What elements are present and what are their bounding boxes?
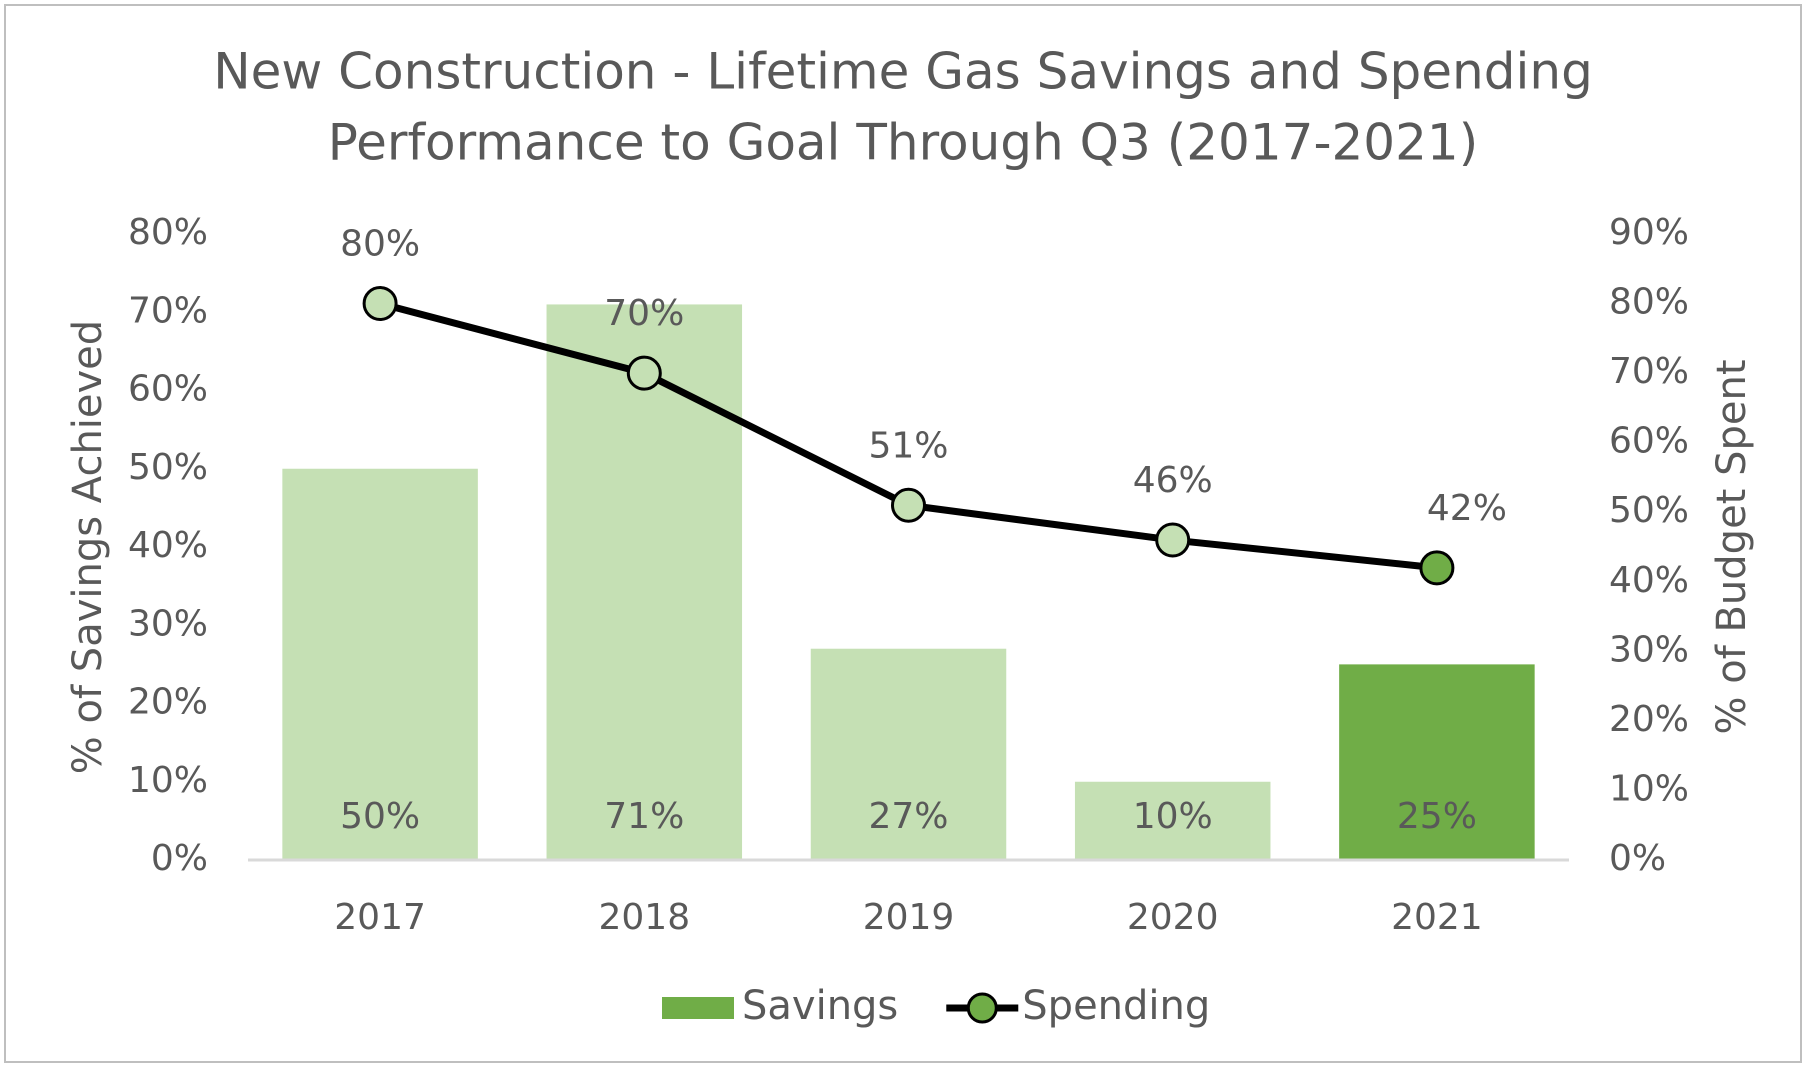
line-marker [1155, 522, 1191, 558]
legend-swatch [662, 997, 734, 1019]
x-tick-label: 2020 [1127, 897, 1219, 938]
line-value-label: 80% [340, 224, 420, 265]
y-tick-label: 10% [128, 760, 208, 801]
bar [546, 304, 743, 860]
y2-tick-label: 20% [1609, 699, 1689, 740]
line-marker [1419, 550, 1455, 586]
y2-tick-label: 30% [1609, 629, 1689, 670]
legend-label: Savings [742, 983, 898, 1029]
y2-tick-label: 90% [1609, 212, 1689, 253]
line-value-label: 46% [1133, 460, 1213, 501]
legend-marker [966, 992, 998, 1024]
y-tick-label: 60% [128, 369, 208, 410]
x-tick-label: 2018 [598, 897, 690, 938]
line-value-label: 42% [1427, 488, 1507, 529]
y2-tick-label: 10% [1609, 768, 1689, 809]
legend-label: Spending [1022, 983, 1210, 1029]
bar-value-label: 25% [1397, 796, 1477, 837]
bar-value-label: 50% [340, 796, 420, 837]
y2-tick-label: 40% [1609, 560, 1689, 601]
y-tick-label: 30% [128, 603, 208, 644]
bar [810, 648, 1007, 860]
y2-tick-label: 50% [1609, 490, 1689, 531]
x-tick-label: 2021 [1391, 897, 1483, 938]
bar [1074, 781, 1271, 860]
bar-value-label: 27% [868, 796, 948, 837]
line-value-label: 51% [868, 425, 948, 466]
y-tick-label: 80% [128, 212, 208, 253]
y-tick-label: 40% [128, 525, 208, 566]
chart-title: Performance to Goal Through Q3 (2017-202… [328, 114, 1479, 172]
y2-tick-label: 0% [1609, 838, 1666, 879]
y2-tick-label: 70% [1609, 351, 1689, 392]
y-tick-label: 70% [128, 290, 208, 331]
line-value-label: 70% [604, 293, 684, 334]
line-marker [891, 487, 926, 523]
bar-value-label: 10% [1133, 796, 1213, 837]
bar [1339, 664, 1535, 860]
y-tick-label: 0% [151, 838, 208, 879]
y2-tick-label: 80% [1609, 282, 1689, 323]
line-marker [362, 286, 398, 322]
y-tick-label: 20% [128, 682, 208, 723]
y-axis-title: % of Savings Achieved [65, 320, 111, 774]
chart-title: New Construction - Lifetime Gas Savings … [213, 43, 1593, 101]
bar-value-label: 71% [604, 796, 684, 837]
x-tick-label: 2019 [863, 897, 955, 938]
y2-axis-title: % of Budget Spent [1709, 360, 1755, 735]
bar [282, 468, 478, 860]
y-tick-label: 50% [128, 447, 208, 488]
line-marker [626, 355, 662, 391]
x-tick-label: 2017 [334, 897, 426, 938]
y2-tick-label: 60% [1609, 421, 1689, 462]
